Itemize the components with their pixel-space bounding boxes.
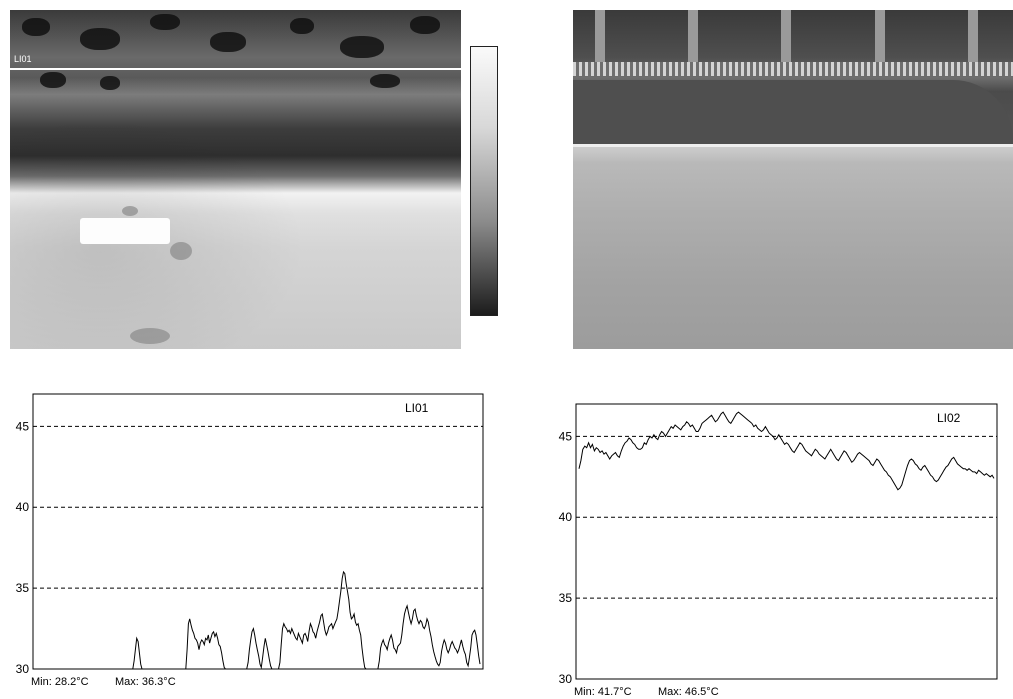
series-line [578, 411, 995, 491]
max-temperature-label: Max: 46.5°C [658, 686, 719, 698]
max-temperature-label: Max: 36.3°C [115, 676, 176, 688]
y-tick-label-35: 35 [559, 591, 573, 605]
visible-light-photo [573, 10, 1013, 349]
pavement-edge [573, 144, 1013, 147]
line-profile-label: LI01 [14, 54, 32, 64]
y-tick-label-35: 35 [16, 581, 30, 595]
y-tick-label-30: 30 [16, 662, 30, 676]
plot-frame [32, 393, 484, 670]
legend-label: LI01 [405, 401, 429, 415]
y-tick-label-30: 30 [559, 672, 573, 686]
plot-frame [575, 403, 998, 680]
line-chart-li02: 30 35 40 45 LI02 Min: 41.7°C Max: 46.5°C [559, 403, 998, 698]
series-line [36, 570, 481, 670]
y-tick-label-45: 45 [559, 429, 573, 443]
min-temperature-label: Min: 41.7°C [574, 686, 632, 698]
y-tick-label-40: 40 [559, 510, 573, 524]
temperature-color-scale [470, 46, 498, 316]
y-tick-label-45: 45 [16, 419, 30, 433]
min-temperature-label: Min: 28.2°C [31, 676, 89, 688]
legend-label: LI02 [937, 411, 961, 425]
line-chart-li01: 30 35 40 45 LI01 Min: 28.2°C Max: 36.3°C [16, 393, 484, 688]
line-profile-marker [10, 68, 461, 70]
hedge [573, 80, 1013, 144]
thermal-image: LI01 [10, 10, 461, 349]
y-tick-label-40: 40 [16, 500, 30, 514]
